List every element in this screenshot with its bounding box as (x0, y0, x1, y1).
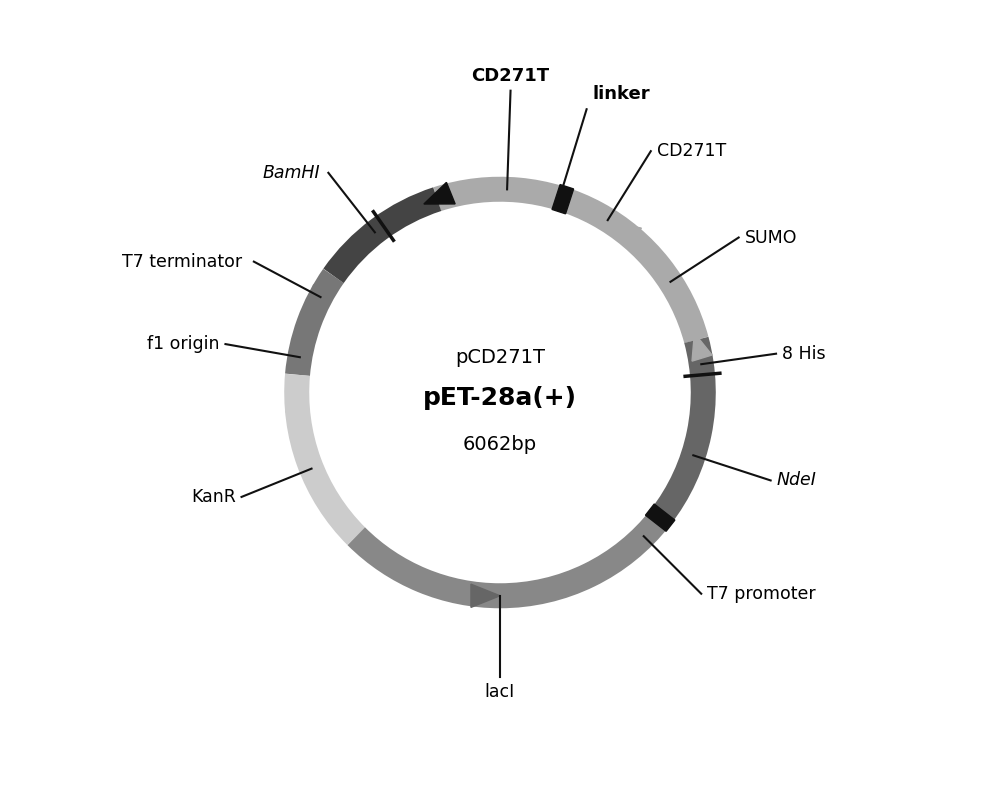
Text: T7 terminator: T7 terminator (122, 253, 242, 271)
Text: pCD271T: pCD271T (455, 349, 545, 367)
Polygon shape (646, 504, 675, 531)
Polygon shape (611, 222, 641, 247)
Text: 6062bp: 6062bp (463, 435, 537, 455)
Text: SUMO: SUMO (744, 228, 797, 246)
Text: CD271T: CD271T (471, 67, 550, 85)
Text: T7 promoter: T7 promoter (707, 585, 816, 603)
Text: BamHI: BamHI (262, 164, 320, 182)
Polygon shape (692, 333, 712, 361)
Polygon shape (552, 184, 574, 214)
Text: f1 origin: f1 origin (147, 335, 220, 353)
Polygon shape (424, 182, 455, 204)
Text: pET-28a(+): pET-28a(+) (423, 386, 577, 411)
Polygon shape (471, 584, 500, 608)
Text: 8 His: 8 His (782, 345, 825, 363)
Text: lacI: lacI (485, 683, 515, 701)
Polygon shape (313, 285, 333, 313)
Text: NdeI: NdeI (776, 472, 816, 489)
Text: CD271T: CD271T (657, 142, 726, 160)
Text: KanR: KanR (191, 488, 236, 506)
Polygon shape (286, 407, 306, 435)
Text: linker: linker (592, 86, 650, 104)
